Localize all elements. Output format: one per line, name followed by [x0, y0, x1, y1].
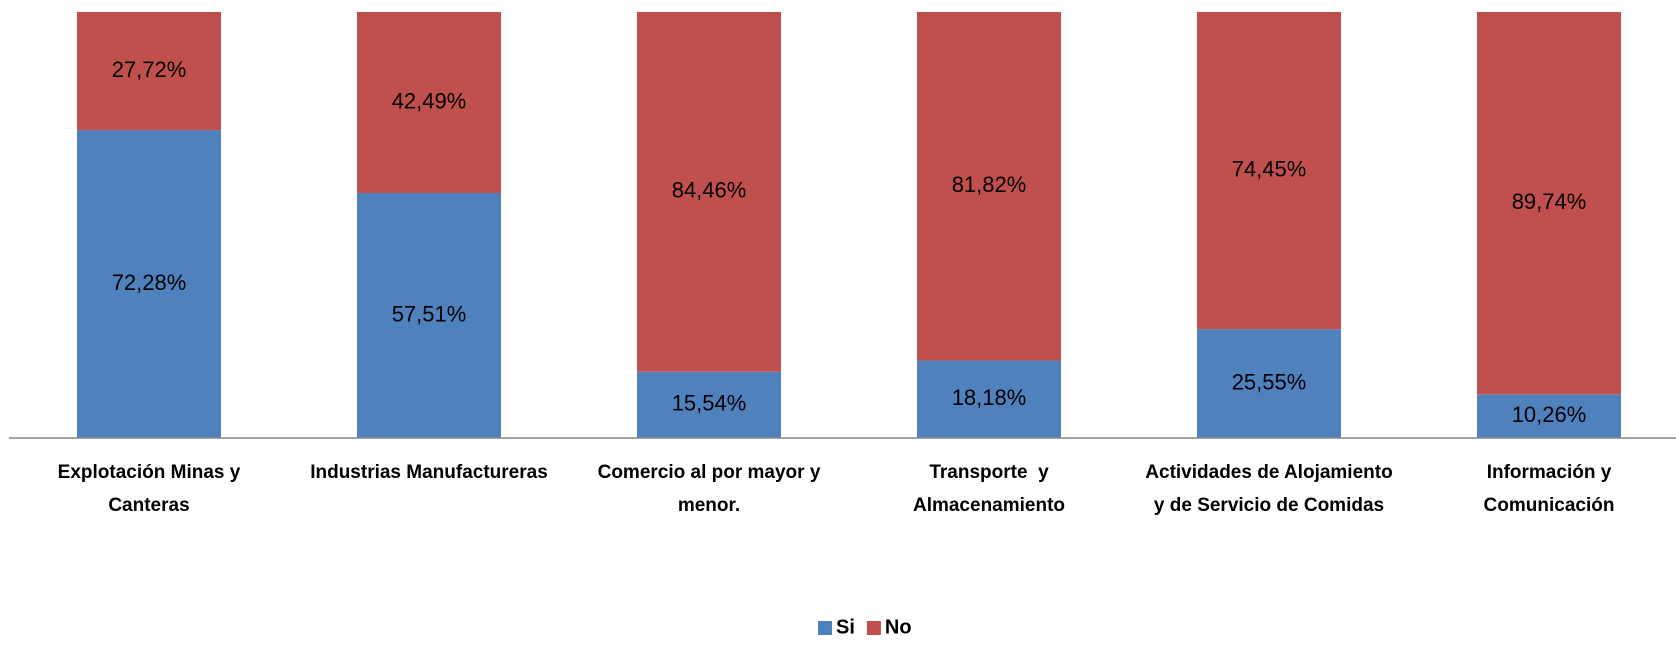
legend-label: No	[885, 616, 912, 638]
data-label: 10,26%	[1512, 402, 1587, 427]
data-label: 72,28%	[112, 270, 187, 295]
data-label: 81,82%	[952, 172, 1027, 197]
legend-swatch	[818, 621, 832, 635]
data-label: 57,51%	[392, 301, 467, 326]
bar-segment	[917, 12, 1061, 361]
bar-segment	[917, 360, 1061, 438]
bar-segment	[357, 12, 501, 194]
x-tick-label: Comercio al por mayor y menor.	[597, 462, 826, 516]
data-label: 84,46%	[672, 178, 747, 203]
bar-segment	[1477, 394, 1621, 438]
data-label: 42,49%	[392, 88, 467, 113]
data-label: 15,54%	[672, 391, 747, 416]
bar-segment	[637, 371, 781, 438]
x-tick-label: Industrias Manufactureras	[310, 462, 548, 483]
x-tick-label: Explotación Minas y Canteras	[57, 462, 246, 516]
data-label: 18,18%	[952, 385, 1027, 410]
data-label: 89,74%	[1512, 189, 1587, 214]
bar-segment	[1197, 12, 1341, 330]
bar-segment	[77, 12, 221, 131]
data-label: 74,45%	[1232, 156, 1307, 181]
data-label: 27,72%	[112, 57, 187, 82]
x-tick-label: Información y Comunicación	[1483, 462, 1617, 516]
bar-segment	[357, 193, 501, 438]
data-label: 25,55%	[1232, 369, 1307, 394]
legend-swatch	[866, 621, 881, 635]
x-tick-label: Transporte y Almacenamiento	[912, 462, 1066, 516]
legend-label: Si	[836, 616, 855, 638]
bar-segment	[77, 130, 221, 438]
x-tick-label: Actividades de Alojamiento y de Servicio…	[1145, 462, 1398, 516]
bar-segment	[1197, 329, 1341, 438]
bar-segment	[1477, 12, 1621, 395]
bar-segment	[637, 12, 781, 372]
